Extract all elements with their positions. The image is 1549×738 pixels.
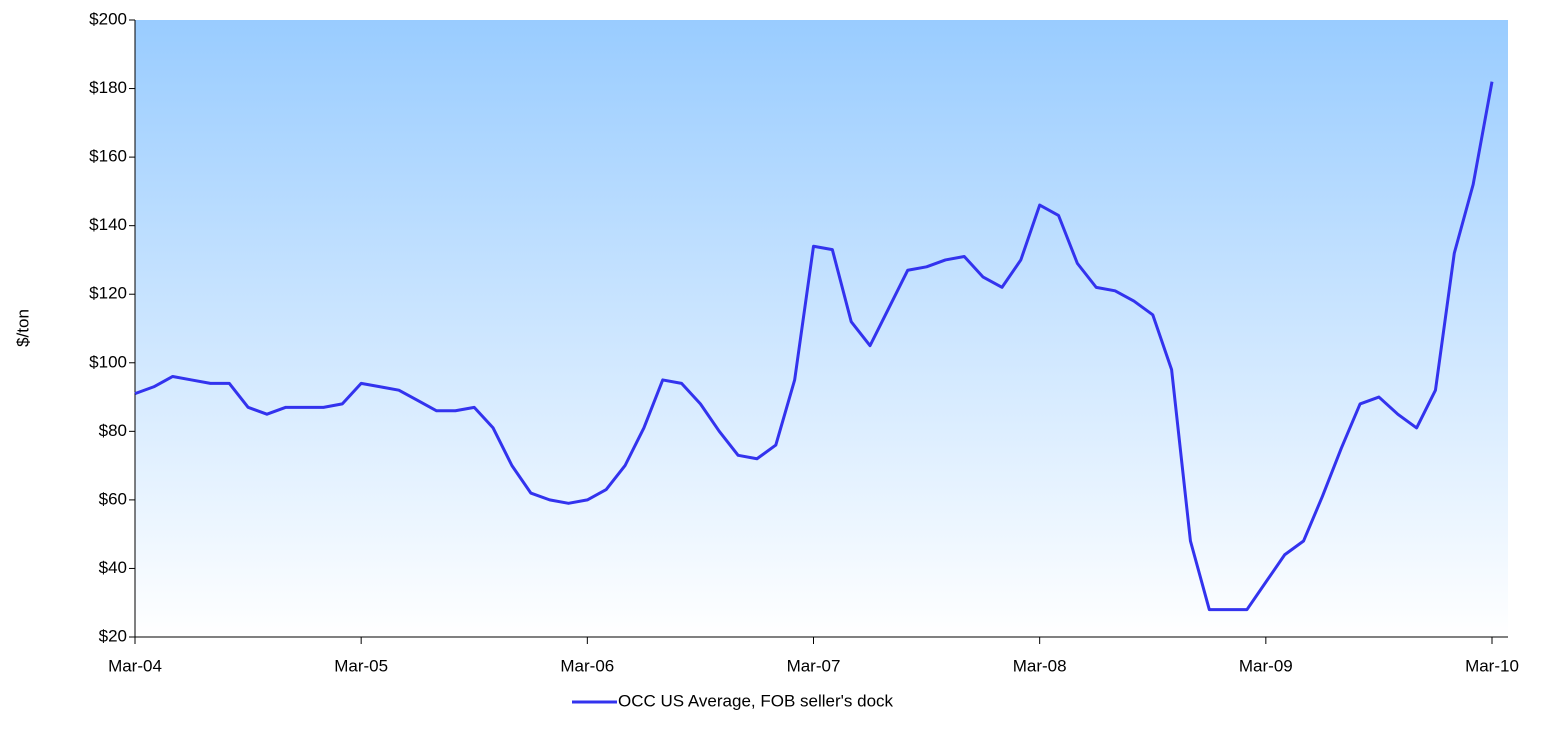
y-tick-label: $200 (89, 9, 127, 28)
y-tick-label: $180 (89, 78, 127, 97)
y-tick-label: $160 (89, 147, 127, 166)
y-tick-label: $20 (99, 626, 127, 645)
y-axis-label: $/ton (13, 309, 32, 347)
legend-label: OCC US Average, FOB seller's dock (618, 691, 894, 710)
y-tick-label: $40 (99, 558, 127, 577)
x-tick-label: Mar-07 (787, 656, 841, 675)
x-tick-label: Mar-09 (1239, 656, 1293, 675)
x-tick-label: Mar-04 (108, 656, 162, 675)
x-tick-label: Mar-08 (1013, 656, 1067, 675)
y-tick-label: $140 (89, 215, 127, 234)
x-tick-label: Mar-05 (334, 656, 388, 675)
plot-area (135, 20, 1508, 637)
data-line (134, 81, 1494, 612)
x-tick-label: Mar-10 (1465, 656, 1519, 675)
y-tick-label: $60 (99, 489, 127, 508)
y-tick-label: $120 (89, 284, 127, 303)
x-tick-label: Mar-06 (560, 656, 614, 675)
y-tick-label: $100 (89, 352, 127, 371)
y-tick-label: $80 (99, 421, 127, 440)
